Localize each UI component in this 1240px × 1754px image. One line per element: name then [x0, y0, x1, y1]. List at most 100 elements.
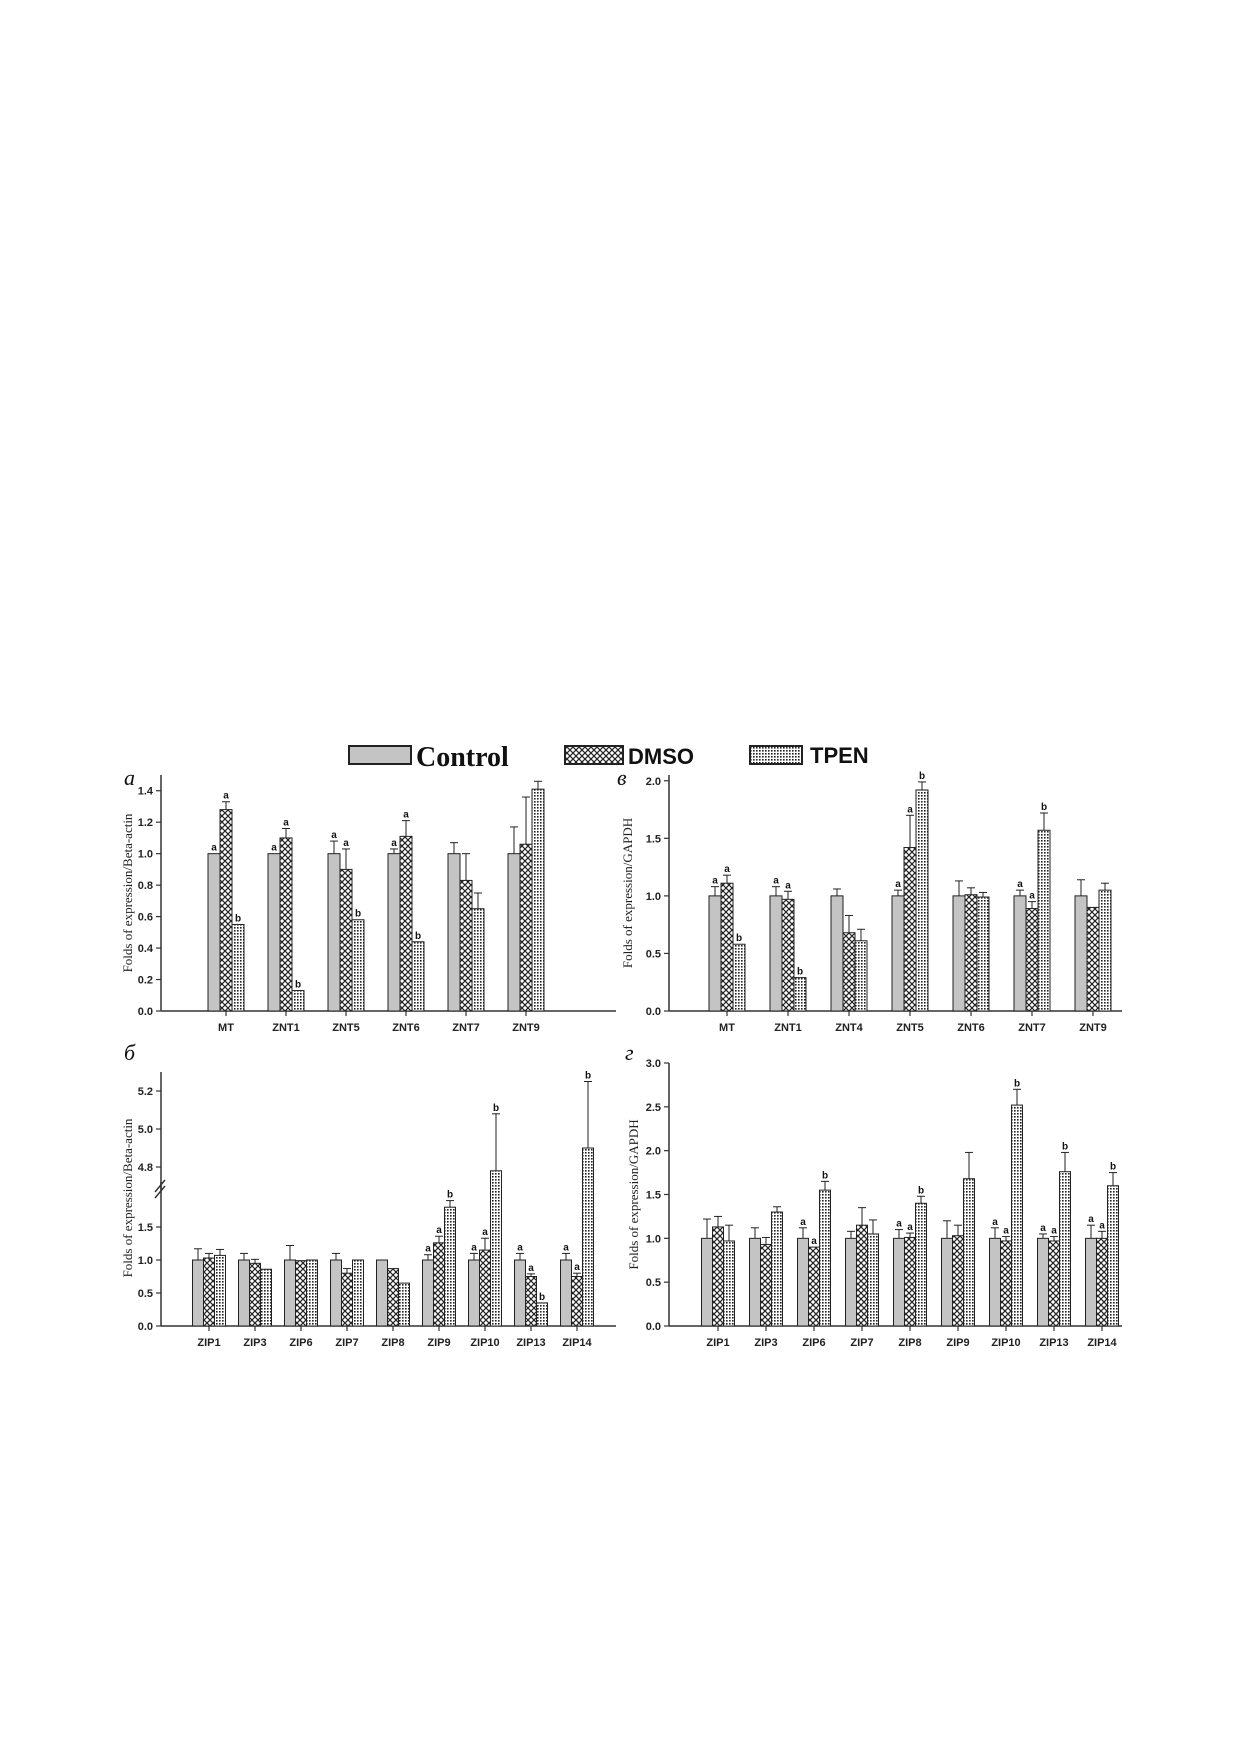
bar-tpen	[963, 1178, 975, 1327]
bar-control	[507, 853, 521, 1012]
bar-dmso	[203, 1257, 215, 1327]
x-tick-label: ZIP6	[289, 1337, 312, 1349]
significance-label: b	[415, 931, 421, 942]
y-tick-label: 5.2	[138, 1086, 153, 1098]
y-tick-label: 0.2	[138, 975, 153, 987]
bar-tpen	[1098, 889, 1112, 1012]
y-tick-label: 1.5	[646, 833, 661, 845]
bar-control	[207, 853, 221, 1012]
bar-dmso	[219, 809, 233, 1012]
significance-label: a	[211, 843, 217, 854]
significance-label: a	[896, 1219, 902, 1230]
significance-label: b	[585, 1071, 591, 1082]
significance-label: a	[712, 876, 718, 887]
bar-control	[1013, 895, 1027, 1012]
y-tick-label: 2.0	[646, 776, 661, 788]
significance-label: a	[563, 1242, 569, 1253]
significance-label: a	[1003, 1226, 1009, 1237]
y-tick-label: 0.0	[138, 1321, 153, 1333]
bar-tpen	[915, 789, 929, 1012]
x-tick-label: ZIP9	[427, 1337, 450, 1349]
significance-label: b	[355, 909, 361, 920]
bar-dmso	[904, 1236, 916, 1327]
bar-dmso	[341, 1272, 353, 1327]
significance-label: a	[1099, 1220, 1105, 1231]
panel-label: а	[124, 765, 135, 790]
significance-label: a	[773, 876, 779, 887]
x-tick-label: ZIP13	[1039, 1337, 1068, 1349]
significance-label: a	[471, 1242, 477, 1253]
panel-a-chart: а Folds of expression/Beta-actin 0.0 0.2 0.4…	[120, 765, 616, 1034]
significance-label: b	[295, 980, 301, 991]
x-tick-label: ZIP1	[197, 1337, 220, 1349]
bar-tpen	[1059, 1171, 1071, 1327]
x-tick-label: MT	[218, 1022, 234, 1034]
bar-dmso	[1096, 1237, 1108, 1327]
bar-tpen	[1011, 1104, 1023, 1327]
significance-label: b	[919, 771, 925, 782]
panel-label: б	[124, 1040, 136, 1065]
y-tick-label: 0.6	[138, 912, 153, 924]
bar-dmso	[459, 879, 473, 1012]
bar-control	[238, 1259, 250, 1327]
bar-tpen	[351, 919, 365, 1012]
bar-tpen	[915, 1202, 927, 1327]
y-tick-label: 1.0	[138, 849, 153, 861]
x-tick-label: ZIP8	[381, 1337, 404, 1349]
bar-tpen	[260, 1268, 272, 1327]
y-tick-label: 0.5	[138, 1288, 153, 1300]
bar-tpen	[582, 1147, 594, 1327]
bar-dmso	[808, 1246, 820, 1327]
bar-control	[1074, 895, 1088, 1012]
y-tick-label: 2.0	[646, 1146, 661, 1158]
significance-label: a	[785, 880, 791, 891]
significance-label: b	[235, 913, 241, 924]
significance-label: b	[1110, 1162, 1116, 1173]
bar-dmso	[842, 932, 856, 1012]
significance-label: a	[1040, 1223, 1046, 1234]
bar-dmso	[952, 1235, 964, 1327]
legend-swatch-dmso	[564, 745, 624, 765]
x-tick-label: ZIP13	[516, 1337, 545, 1349]
significance-label: a	[1017, 879, 1023, 890]
legend-label-dmso: DMSO	[628, 744, 694, 769]
y-tick-label: 4.8	[138, 1162, 153, 1174]
bar-dmso	[339, 868, 353, 1012]
y-tick-label: 3.0	[646, 1058, 661, 1070]
bar-tpen	[867, 1233, 879, 1327]
panel-v-chart: в Folds of expression/GAPDH 0.0 0.5 1.0 1.5 2.…	[617, 765, 1122, 1034]
bar-control	[769, 895, 783, 1012]
bar-dmso	[433, 1242, 445, 1327]
bar-dmso	[399, 835, 413, 1012]
bar-dmso	[571, 1276, 583, 1327]
x-tick-label: ZIP8	[898, 1337, 921, 1349]
bar-dmso	[720, 882, 734, 1012]
y-tick-label: 1.2	[138, 817, 153, 829]
significance-label: a	[436, 1225, 442, 1236]
significance-label: a	[343, 838, 349, 849]
significance-label: a	[403, 810, 409, 821]
bar-control	[701, 1237, 713, 1327]
y-tick-label: 0.5	[646, 1277, 661, 1289]
bar-control	[989, 1237, 1001, 1327]
bar-tpen	[771, 1211, 783, 1327]
y-tick-label: 1.4	[138, 786, 154, 798]
bar-dmso	[903, 847, 917, 1012]
bar-dmso	[479, 1249, 491, 1327]
bar-control	[749, 1237, 761, 1327]
y-tick-label: 0.8	[138, 880, 153, 892]
bar-control	[1085, 1237, 1097, 1327]
bar-tpen	[1107, 1185, 1119, 1327]
legend-swatch-tpen	[749, 745, 803, 765]
significance-label: a	[283, 817, 289, 828]
x-tick-label: ZIP1	[706, 1337, 729, 1349]
bar-control	[284, 1259, 296, 1327]
bar-dmso	[856, 1224, 868, 1327]
panel-g-chart: г Folds of expression/GAPDH 0.0 0.5 1.0 1.5 2.…	[625, 1040, 1122, 1349]
significance-label: b	[539, 1292, 545, 1303]
y-tick-label: 1.0	[646, 891, 661, 903]
bar-dmso	[1025, 908, 1039, 1012]
y-axis-title: Folds of expression/Beta-actin	[120, 813, 135, 972]
bar-tpen	[536, 1302, 548, 1327]
